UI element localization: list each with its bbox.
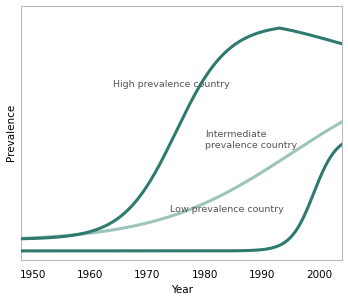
Y-axis label: Prevalence: Prevalence [6, 104, 16, 161]
Text: Intermediate
prevalence country: Intermediate prevalence country [205, 130, 297, 150]
Text: Low prevalence country: Low prevalence country [170, 205, 284, 214]
X-axis label: Year: Year [171, 285, 193, 296]
Text: High prevalence country: High prevalence country [113, 80, 230, 89]
